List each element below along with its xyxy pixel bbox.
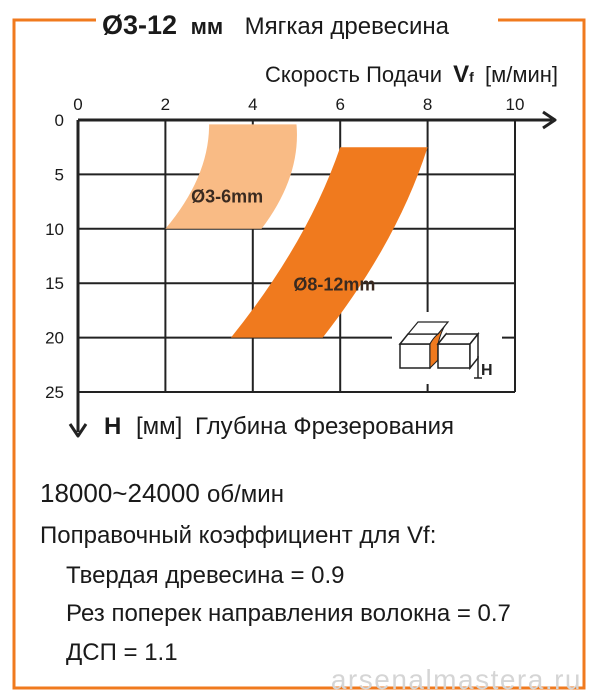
y-axis-label: Глубина Фрезерования bbox=[195, 413, 454, 440]
ticks: 0 2 4 6 8 10 0 5 10 15 20 25 bbox=[45, 95, 524, 402]
x-axis-label: Скорость Подачи bbox=[265, 62, 442, 87]
coefficient-chipboard: ДСП = 1.1 bbox=[66, 639, 178, 666]
x-tick-label: 4 bbox=[248, 95, 257, 114]
y-tick-label: 0 bbox=[55, 111, 64, 130]
bands bbox=[165, 124, 428, 338]
y-axis-arrow bbox=[68, 423, 88, 438]
x-axis-arrow bbox=[542, 110, 557, 130]
x-axis-symbol: V bbox=[453, 61, 469, 88]
coefficient-cross-grain: Рез поперек направления волокна = 0.7 bbox=[66, 600, 511, 627]
title-diameter: Ø3-12 bbox=[102, 10, 177, 40]
coefficient-hardwood: Твердая древесина = 0.9 bbox=[66, 562, 345, 589]
rpm-unit: об/мин bbox=[207, 481, 284, 508]
y-tick-label: 5 bbox=[55, 165, 64, 184]
x-tick-label: 2 bbox=[161, 95, 170, 114]
y-tick-label: 15 bbox=[45, 274, 64, 293]
inset-h-label: H bbox=[481, 362, 493, 379]
title-material: Мягкая древесина bbox=[245, 13, 450, 40]
x-axis-title: Скорость Подачи Vf [м/мин] bbox=[265, 61, 558, 88]
y-tick-label: 10 bbox=[45, 220, 64, 239]
watermark: arsenalmastera.ru bbox=[330, 664, 582, 695]
svg-text:Ø3-12 мм Мягкая древес: Ø3-12 мм Мягкая древесина bbox=[102, 10, 450, 40]
band-label-3-6mm: Ø3-6mm bbox=[191, 187, 263, 207]
y-axis-unit: [мм] bbox=[136, 413, 182, 440]
x-tick-label: 10 bbox=[506, 95, 525, 114]
y-axis-symbol: H bbox=[104, 413, 121, 440]
x-axis-unit: [м/мин] bbox=[485, 62, 558, 87]
title-unit: мм bbox=[191, 14, 224, 39]
x-tick-label: 0 bbox=[73, 95, 82, 114]
groove-illustration: H bbox=[392, 312, 502, 384]
x-tick-label: 8 bbox=[423, 95, 432, 114]
band-label-8-12mm: Ø8-12mm bbox=[293, 274, 375, 294]
y-axis-title: H [мм] Глубина Фрезерования bbox=[104, 413, 454, 440]
y-tick-label: 25 bbox=[45, 383, 64, 402]
frame-border bbox=[12, 18, 586, 690]
band-3-6mm bbox=[165, 124, 297, 229]
band-8-12mm bbox=[230, 147, 428, 338]
y-tick-label: 20 bbox=[45, 329, 64, 348]
x-tick-label: 6 bbox=[335, 95, 344, 114]
x-axis-subscript: f bbox=[469, 69, 474, 85]
rpm-value: 18000~24000 bbox=[40, 478, 200, 508]
rpm-line: 18000~24000 об/мин bbox=[40, 478, 284, 509]
coefficient-title: Поправочный коэффициент для Vf: bbox=[40, 522, 437, 549]
